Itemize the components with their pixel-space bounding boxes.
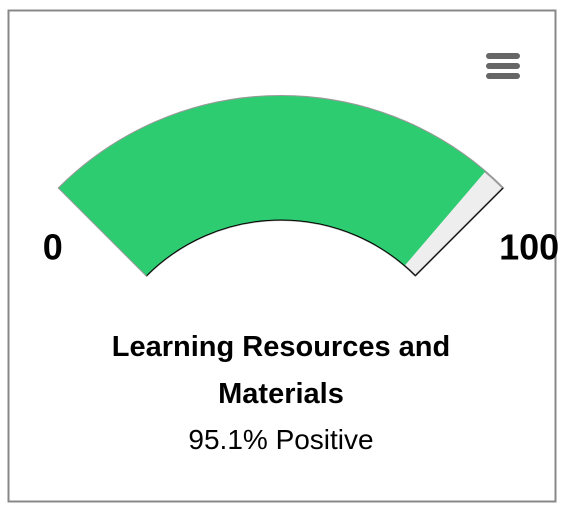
card-border [7,9,557,503]
menu-button[interactable] [486,53,520,79]
menu-bar[interactable] [486,73,520,79]
gauge-tick-label: 0 [43,227,63,268]
chart-title: Learning Resources and Materials [111,331,451,410]
menu-bar[interactable] [486,63,520,69]
gauge-value [58,96,486,276]
value-label: 95.1% Positive [188,424,374,455]
menu-bar[interactable] [486,53,520,59]
gauge-inner-edge [146,219,416,277]
gauge-tick-label: 100 [499,227,559,268]
gauge-end-edge [414,187,504,277]
